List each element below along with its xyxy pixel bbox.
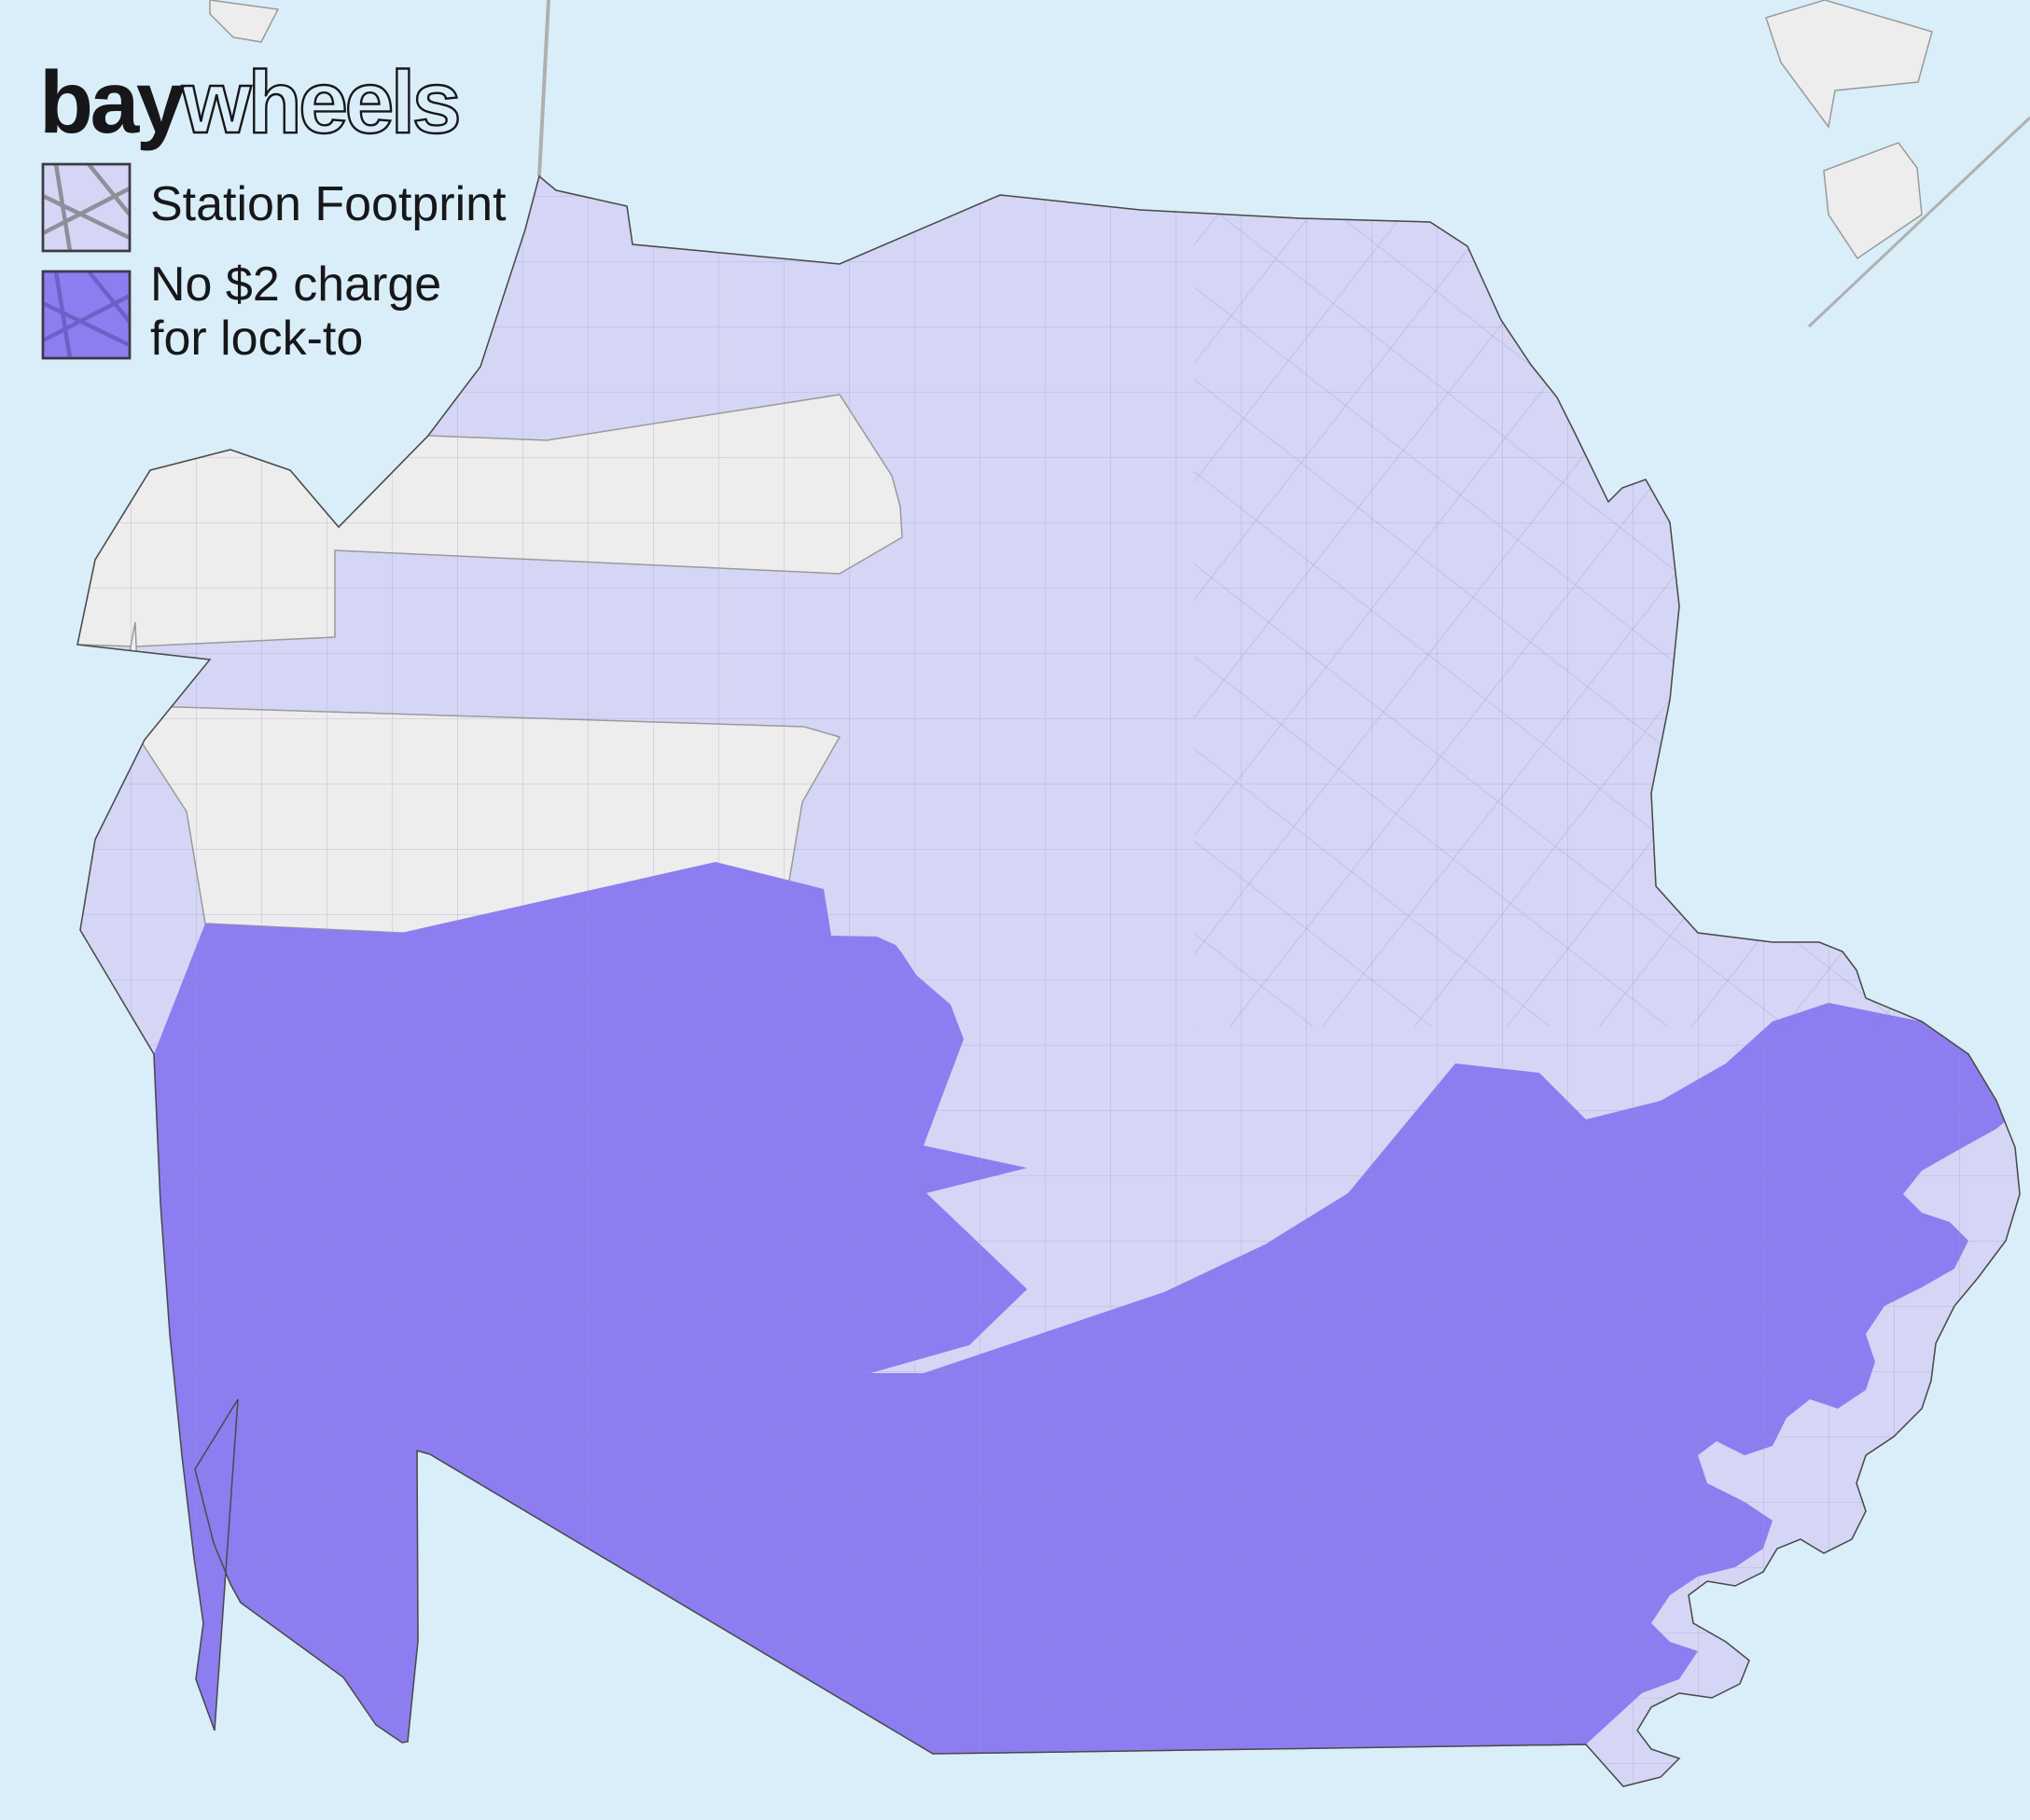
svg-text:baywheels: baywheels <box>39 53 458 152</box>
svg-text:No $2 charge: No $2 charge <box>150 257 441 312</box>
svg-text:Station Footprint: Station Footprint <box>150 177 507 231</box>
svg-text:for lock-to: for lock-to <box>150 312 363 366</box>
